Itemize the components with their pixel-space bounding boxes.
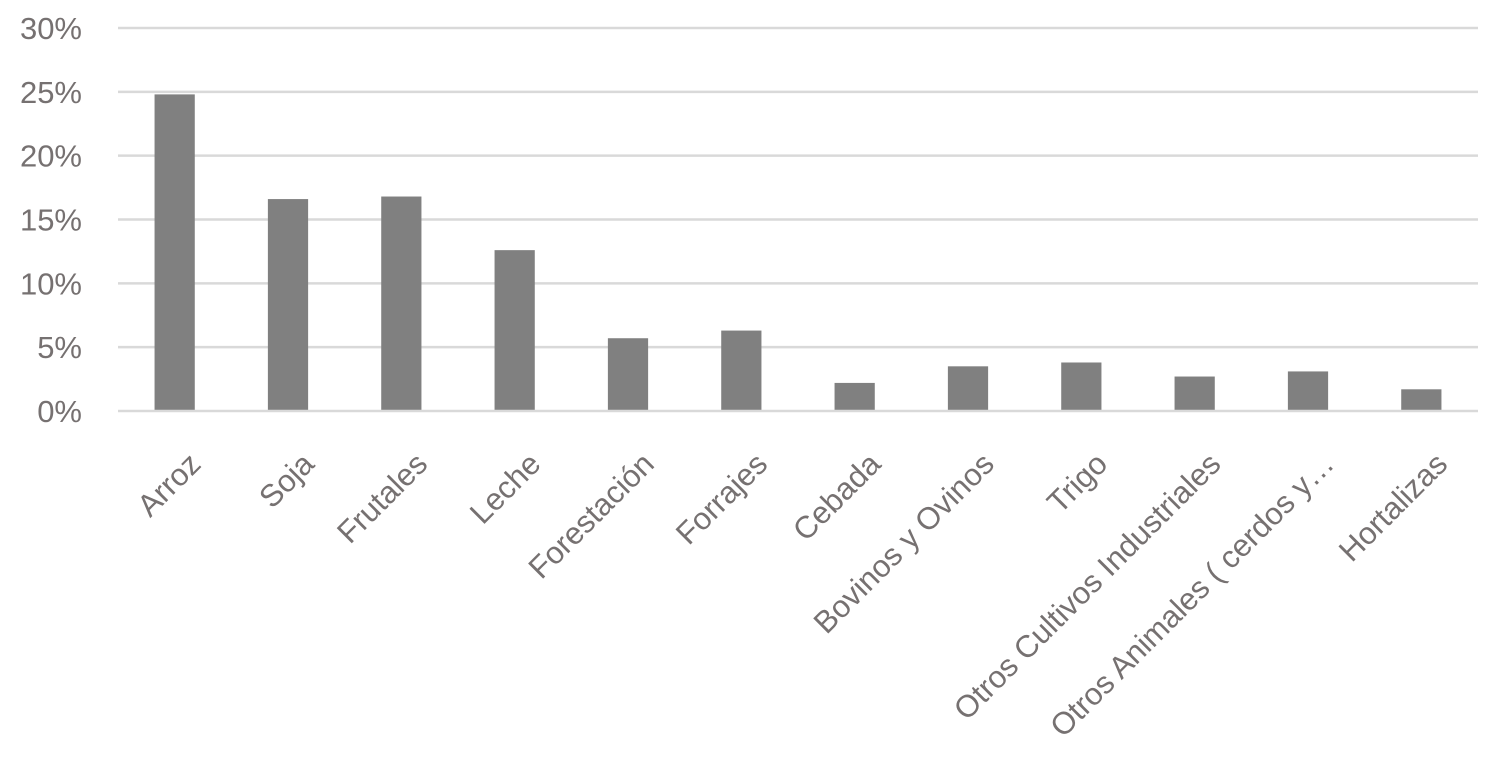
bar (721, 330, 762, 411)
y-axis-tick-labels: 0% 5% 10% 15% 20% 25% 30% (20, 11, 82, 429)
x-category-label: Trigo (1040, 446, 1114, 520)
bar (1287, 371, 1329, 411)
y-tick-label: 10% (20, 266, 82, 301)
bar (381, 196, 422, 411)
x-category-label: Cebada (786, 446, 888, 548)
x-category-label: Hortalizas (1332, 446, 1454, 568)
x-category-label: Arroz (130, 446, 207, 523)
bar (267, 199, 309, 411)
y-tick-label: 25% (20, 75, 82, 110)
bar (607, 338, 649, 411)
bar (1174, 376, 1215, 411)
y-tick-label: 15% (20, 203, 82, 238)
bar (947, 366, 989, 411)
bar (1401, 389, 1442, 411)
y-tick-label: 30% (20, 11, 82, 46)
x-category-label: Frutales (330, 446, 434, 550)
x-category-label: Soja (252, 446, 321, 515)
x-category-label: Forrajes (669, 446, 774, 551)
y-tick-label: 0% (37, 394, 82, 429)
bar (1061, 362, 1102, 411)
x-category-label: Leche (463, 446, 547, 530)
y-tick-label: 5% (37, 330, 82, 365)
bar (834, 382, 875, 411)
bars (154, 94, 1442, 412)
gridlines (118, 26, 1478, 349)
bar (154, 94, 195, 412)
bar (494, 250, 535, 411)
y-tick-label: 20% (20, 139, 82, 174)
